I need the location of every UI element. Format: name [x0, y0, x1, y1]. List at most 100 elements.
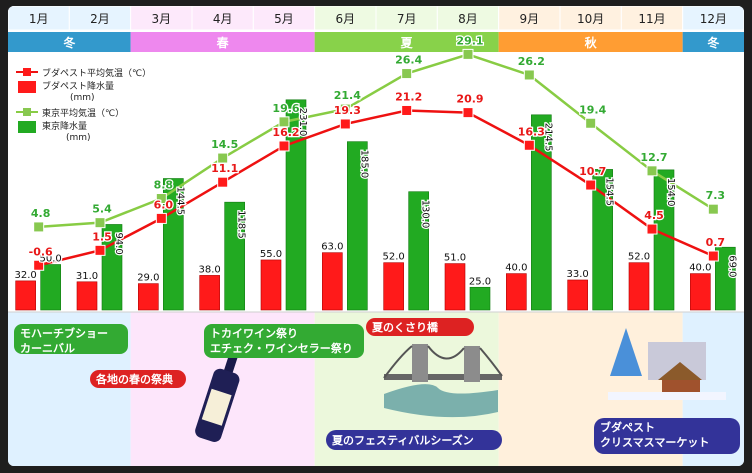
event-badge: トカイワイン祭りエチェク・ワインセラー祭り: [204, 324, 364, 358]
legend-tk-temp-text: 東京平均気温（℃）: [42, 107, 124, 119]
budapest-temp-label: 21.2: [395, 90, 422, 103]
budapest-temp-label: 16.3: [518, 125, 545, 138]
month-label: 5月: [274, 12, 294, 26]
tokyo-temp-marker: [339, 103, 351, 115]
tokyo-rain-label: 69.0: [726, 255, 737, 277]
season-band-2: [314, 32, 499, 52]
season-bar-row: 冬春夏秋冬: [8, 32, 744, 52]
budapest-rain-bar: [322, 252, 343, 311]
budapest-rain-label: 33.0: [567, 269, 589, 280]
month-label: 3月: [152, 12, 172, 26]
budapest-temp-label: 16.2: [272, 126, 299, 139]
tokyo-temp-label: 29.1: [456, 34, 483, 47]
bridge-pillar-left: [412, 344, 428, 382]
tokyo-temp-label: 26.2: [518, 55, 545, 68]
budapest-rain-bar: [506, 273, 527, 311]
budapest-temp-line: [38, 109, 714, 267]
month-cell: [682, 6, 744, 31]
river: [384, 384, 498, 418]
tokyo-rain-bar: [347, 141, 368, 311]
budapest-temp-label: 0.7: [706, 236, 726, 249]
event-text-line: クリスマスマーケット: [600, 436, 709, 449]
tokyo-temp-label: 4.8: [31, 207, 51, 220]
budapest-rain-label: 40.0: [689, 263, 711, 274]
tokyo-rain-bar: [592, 169, 613, 311]
budapest-temp-marker: [462, 107, 474, 119]
event-badge-bg: [326, 430, 502, 450]
season-label: 秋: [585, 35, 598, 50]
legend: ブダペスト平均気温（℃）ブダペスト降水量(mm)東京平均気温（℃）東京降水量(m…: [16, 67, 151, 143]
event-text: 夏のくさり橋: [372, 320, 439, 334]
budapest-temp-label: 19.3: [334, 104, 361, 117]
season-label: 冬: [707, 35, 719, 50]
market-stall-roof: [658, 362, 702, 380]
month-cell: [8, 6, 70, 31]
christmas-market-illustration: [608, 328, 726, 400]
christmas-tree: [610, 328, 642, 376]
budapest-rain-bar: [690, 273, 711, 311]
month-cell: [620, 6, 684, 31]
legend-bp-temp-marker: [23, 68, 31, 76]
season-label: 春: [216, 35, 230, 50]
tokyo-rain-label: 231.0: [297, 108, 308, 137]
season-label: 冬: [63, 35, 75, 50]
month-cell: [252, 6, 316, 31]
precipitation-bars: [15, 99, 736, 311]
temperature-lines: [33, 48, 719, 271]
event-text: モハーチブショーカーニバル: [20, 326, 108, 355]
event-text-line: エチェク・ワインセラー祭り: [210, 341, 353, 355]
tokyo-rain-label: 118.5: [236, 210, 247, 239]
tokyo-rain-label: 144.5: [174, 187, 185, 216]
budapest-rain-bar: [15, 280, 36, 311]
tokyo-rain-bar: [715, 246, 736, 311]
tokyo-rain-label: 214.5: [542, 123, 553, 152]
budapest-temp-label: 6.0: [154, 198, 174, 211]
month-label: 8月: [458, 12, 478, 26]
event-text: 各地の春の祭典: [95, 372, 173, 386]
legend-bp-rain-unit: (mm): [70, 93, 95, 103]
budapest-rain-label: 29.0: [137, 273, 159, 284]
budapest-temp-label: 10.7: [579, 165, 606, 178]
event-text-line: カーニバル: [20, 342, 75, 355]
event-badge-bg: [90, 370, 186, 388]
illustrations: [195, 328, 726, 442]
event-badge-bg: [366, 318, 474, 336]
month-label: 9月: [520, 12, 540, 26]
tokyo-rain-label: 154.0: [665, 178, 676, 207]
tokyo-rain-bar: [163, 178, 184, 311]
budapest-temp-marker: [401, 104, 413, 116]
legend-tk-rain-unit: (mm): [66, 133, 91, 143]
month-label: 1月: [29, 12, 49, 26]
tokyo-rain-bar: [40, 264, 61, 311]
calendar-panel: 1月 2月 3月 4月 5月 6月 7月 8月 9月 10月 11月 12月 冬 春 夏 秋 冬 32.0 50…: [8, 6, 744, 466]
legend-bp-temp-text: ブダペスト平均気温（℃）: [42, 67, 151, 79]
month-label: 6月: [336, 12, 356, 26]
tokyo-rain-bar: [469, 286, 491, 311]
event-badge-bg: [14, 324, 128, 354]
budapest-temp-marker: [94, 244, 106, 256]
tokyo-temp-marker: [523, 69, 535, 81]
legend-tk-rain-text: 東京降水量: [42, 120, 87, 132]
event-text-line: 各地の春の祭典: [95, 372, 173, 386]
bridge-deck: [384, 374, 502, 380]
event-badge: 夏のフェスティバルシーズン: [326, 430, 502, 450]
tokyo-rain-bar: [531, 114, 552, 311]
budapest-rain-bar: [199, 275, 220, 311]
season-band-0: [8, 32, 131, 52]
tokyo-temp-marker: [33, 221, 45, 233]
legend-bp-rain-text: ブダペスト降水量: [42, 80, 114, 92]
tokyo-temp-marker: [401, 68, 413, 80]
budapest-rain-label: 52.0: [383, 252, 405, 263]
event-text-line: モハーチブショー: [20, 326, 108, 340]
budapest-temp-marker: [278, 140, 290, 152]
tokyo-rain-label: 25.0: [469, 276, 491, 287]
month-cell: [68, 6, 132, 31]
budapest-rain-label: 52.0: [628, 252, 650, 263]
tokyo-rain-bar: [285, 99, 307, 311]
bottle-label: [201, 388, 232, 426]
tokyo-temp-marker: [155, 193, 167, 205]
month-label: 7月: [397, 12, 417, 26]
budapest-temp-marker: [33, 259, 45, 271]
legend-tk-rain-swatch: [18, 121, 36, 133]
